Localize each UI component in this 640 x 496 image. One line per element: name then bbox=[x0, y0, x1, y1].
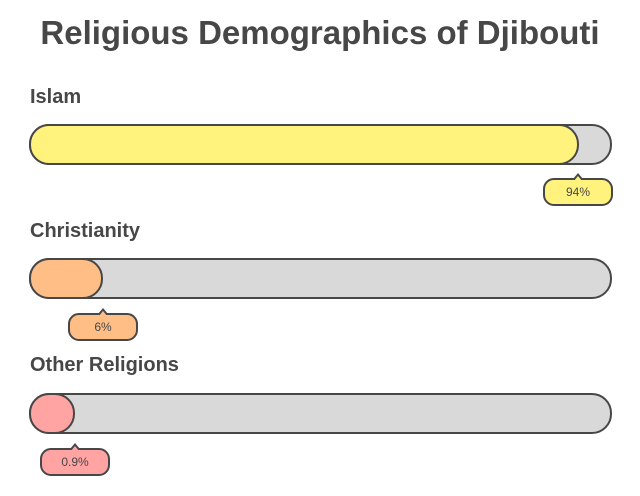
category-label-islam: Islam bbox=[30, 86, 82, 108]
chart-title: Religious Demographics of Djibouti bbox=[40, 14, 600, 51]
bar-fill-christianity bbox=[29, 258, 103, 299]
value-tooltip-christianity: 6% bbox=[68, 308, 138, 341]
bar-track-islam bbox=[29, 124, 612, 165]
bar-track-other-religions bbox=[29, 393, 612, 434]
bar-track-christianity bbox=[29, 258, 612, 299]
bar-fill-islam bbox=[29, 124, 579, 165]
category-label-other-religions: Other Religions bbox=[30, 354, 179, 376]
value-tooltip-other-religions: 0.9% bbox=[40, 443, 110, 476]
category-label-christianity: Christianity bbox=[30, 220, 141, 242]
bar-fill-other-religions bbox=[29, 393, 75, 434]
value-tooltip-islam: 94% bbox=[543, 173, 613, 206]
